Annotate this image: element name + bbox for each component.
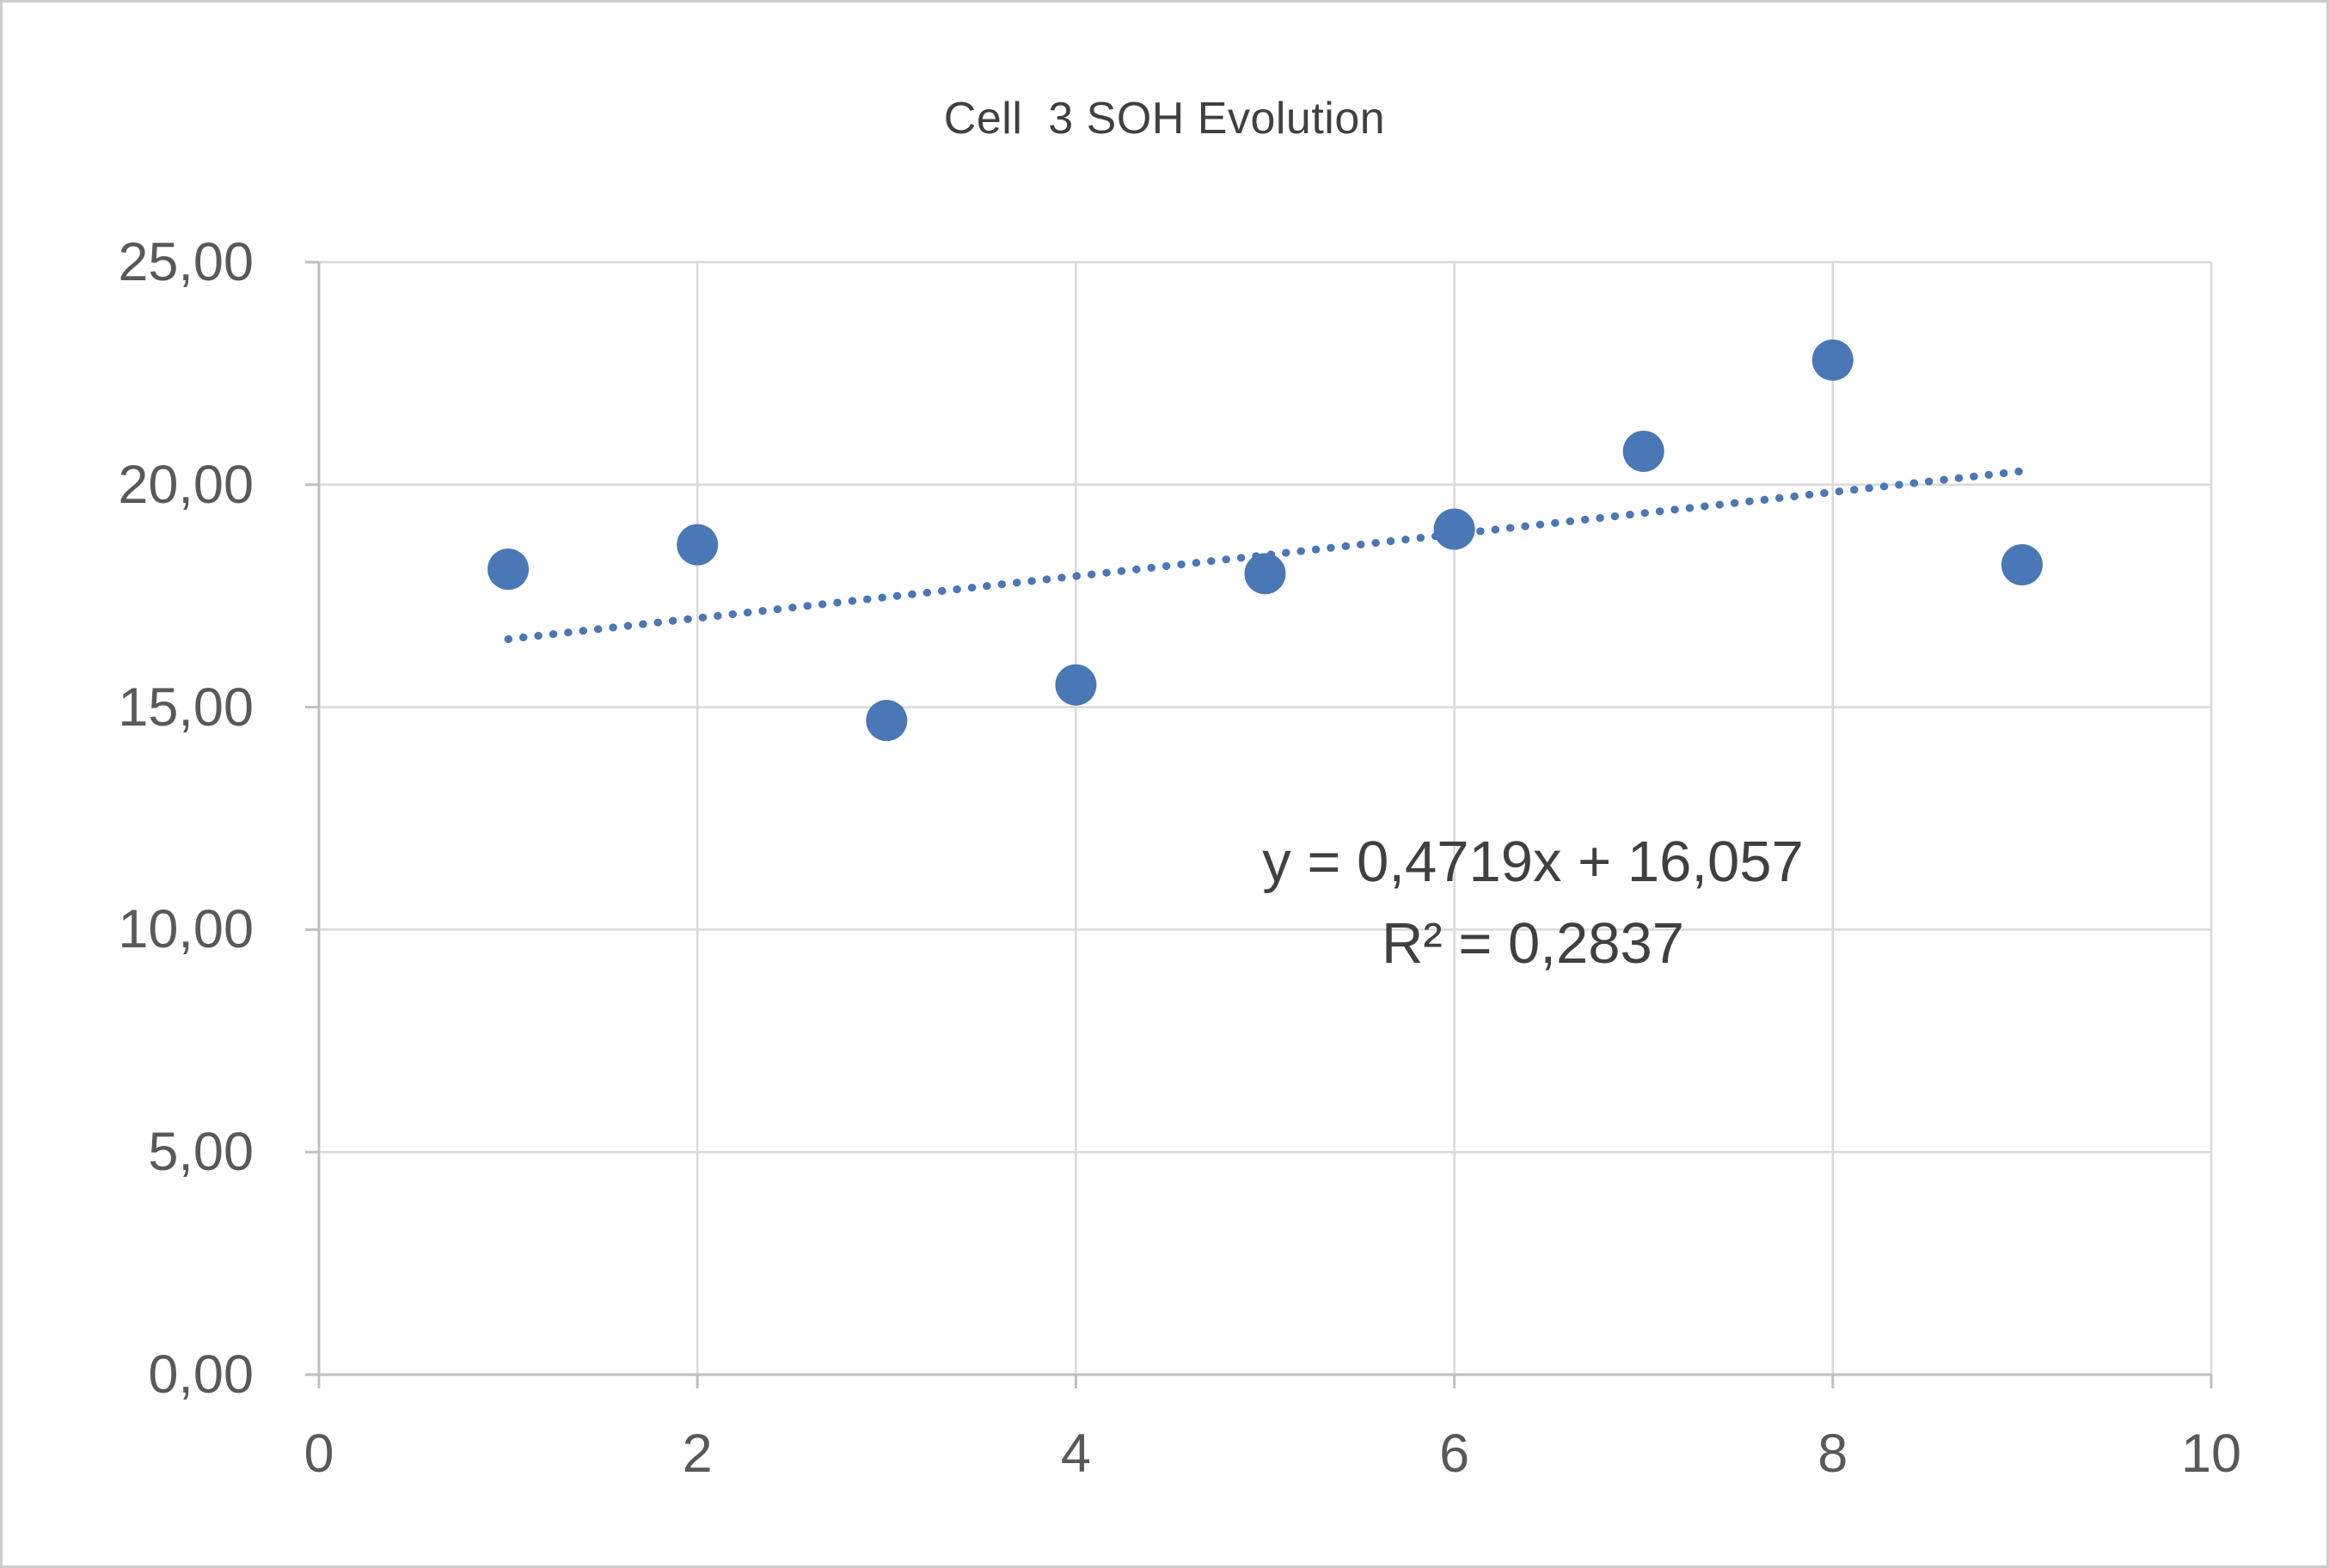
data-point-marker — [1244, 553, 1286, 595]
data-point-marker — [677, 524, 719, 566]
data-point-marker — [1433, 508, 1475, 550]
trendline-dotted — [504, 467, 2026, 643]
data-point-marker — [1055, 664, 1097, 706]
scatter-chart-svg — [305, 260, 2213, 1388]
data-point-marker — [1622, 430, 1664, 472]
r-squared-label: R² = 0,2837 — [1382, 911, 1684, 977]
data-point-marker — [2001, 543, 2043, 585]
trendline-equation-label: y = 0,4719x + 16,057 — [1262, 830, 1804, 894]
data-point-marker — [487, 548, 530, 591]
data-point-marker — [1811, 339, 1854, 381]
data-point-marker — [866, 700, 908, 742]
trendline-annotation: y = 0,4719x + 16,057 R² = 0,2837 — [1262, 821, 1804, 984]
chart-title: Cell 3 SOH Evolution — [943, 94, 1386, 144]
